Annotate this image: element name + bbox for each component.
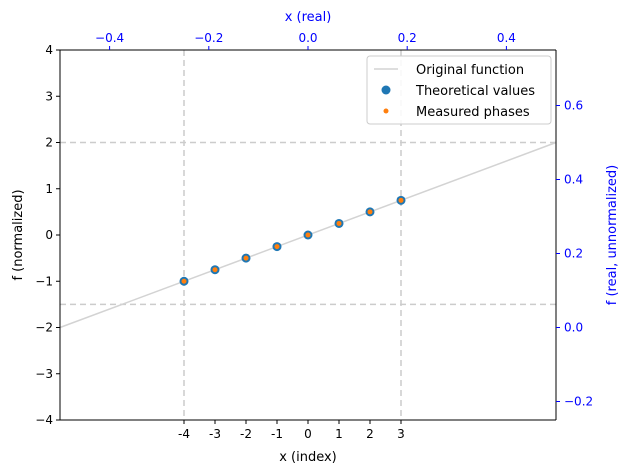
measured-point-0: [181, 278, 187, 284]
legend-marker-1: [381, 85, 391, 95]
legend-marker-2: [383, 108, 389, 114]
legend-label-2: Measured phases: [416, 105, 530, 120]
y2-tick-label-4: 0.6: [564, 99, 583, 113]
y-tick-label-7: 3: [45, 89, 53, 103]
measured-point-7: [398, 197, 404, 203]
measured-point-3: [274, 244, 280, 250]
y2-axis-label: f (real, unnormalized): [605, 165, 620, 305]
x2-tick-label-0: −0.4: [95, 31, 124, 45]
x-tick-label-3: -1: [271, 427, 283, 441]
y-tick-label-1: −3: [35, 367, 53, 381]
measured-point-2: [243, 255, 249, 261]
axes-layer: -4 -3 -2 -1 0 1 2 3 −4 −3 −2 −1 0 1 2 3 4 −0.4 −0.2 0.0 0.2 0…: [35, 31, 593, 441]
y2-tick-label-2: 0.2: [564, 247, 583, 261]
x-tick-label-0: -4: [178, 427, 190, 441]
x2-tick-label-2: 0.0: [298, 31, 317, 45]
x-tick-label-6: 2: [366, 427, 374, 441]
y-tick-label-5: 1: [45, 182, 53, 196]
legend: Original function Theoretical values Measu…: [366, 55, 552, 125]
x2-tick-label-1: −0.2: [194, 31, 223, 45]
y-tick-label-6: 2: [45, 136, 53, 150]
x-axis-label: x (index): [279, 450, 337, 465]
x-tick-label-1: -3: [209, 427, 221, 441]
y2-tick-label-0: −0.2: [564, 395, 593, 409]
y-tick-label-3: −1: [35, 274, 53, 288]
y-tick-label-4: 0: [45, 228, 53, 242]
y-tick-label-8: 4: [45, 43, 53, 57]
measured-point-6: [367, 209, 373, 215]
series-layer: [59, 141, 557, 329]
x-tick-label-7: 3: [397, 427, 405, 441]
measured-point-4: [305, 232, 311, 238]
x2-tick-label-3: 0.2: [398, 31, 417, 45]
x-tick-label-2: -2: [240, 427, 252, 441]
measured-point-1: [212, 267, 218, 273]
legend-box: [366, 55, 552, 125]
y-axis-label: f (normalized): [11, 189, 26, 280]
x2-tick-label-4: 0.4: [497, 31, 516, 45]
legend-label-0: Original function: [416, 63, 524, 78]
x2-axis-label: x (real): [285, 10, 332, 25]
y2-tick-label-3: 0.4: [564, 173, 583, 187]
legend-label-1: Theoretical values: [415, 84, 535, 99]
measured-point-5: [336, 220, 342, 226]
x-tick-label-4: 0: [304, 427, 312, 441]
x-tick-label-5: 1: [335, 427, 343, 441]
y-tick-label-2: −2: [35, 321, 53, 335]
y2-tick-label-1: 0.0: [564, 321, 583, 335]
y-tick-label-0: −4: [35, 413, 53, 427]
